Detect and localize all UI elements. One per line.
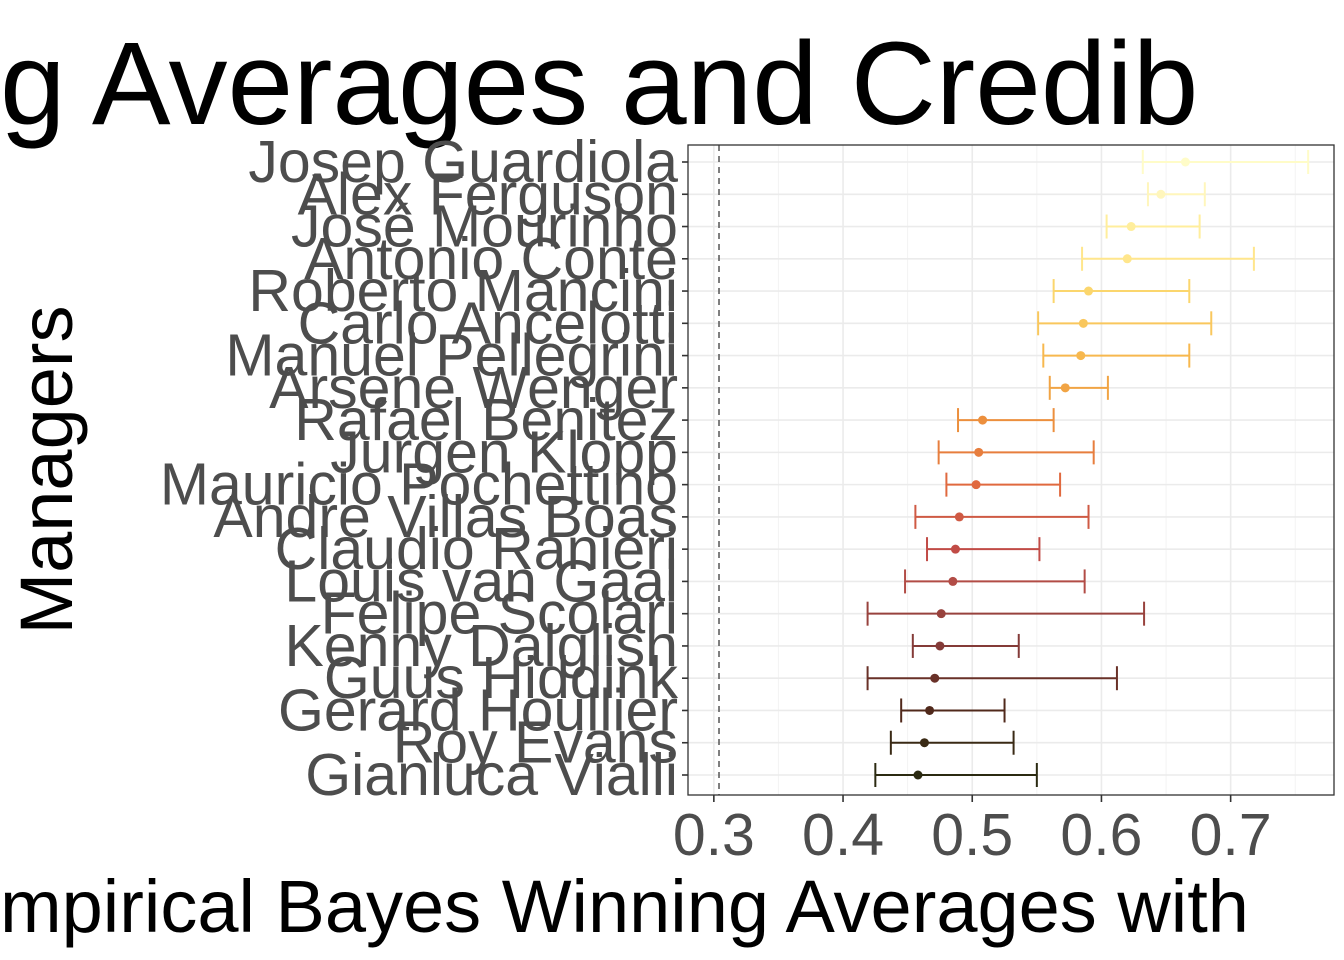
y-tick-label: Gerard Houllier (278, 677, 678, 743)
manager-interval (874, 763, 1038, 787)
manager-interval (937, 440, 1095, 465)
y-tick-label: José Mourinho (291, 194, 678, 260)
x-tick-label: 0.4 (802, 802, 884, 868)
estimate-point (925, 705, 935, 715)
estimate-point (971, 480, 981, 490)
estimate-point (1156, 189, 1166, 199)
y-tick-label: Carlo Ancelotti (298, 290, 678, 356)
y-tick-label: Kenny Dalglish (284, 613, 678, 679)
x-axis-ticks: 0.3 0.4 0.5 0.6 0.7 (673, 795, 1272, 868)
estimate-point (1180, 157, 1190, 167)
manager-interval (1105, 214, 1201, 239)
y-tick-label: Jurgen Klopp (330, 419, 678, 485)
estimate-point (948, 576, 958, 586)
y-tick-label: Arsene Wenger (269, 355, 678, 421)
y-tick-label: Andre Villas Boas (213, 484, 678, 550)
y-axis-title: Managers (5, 305, 88, 634)
estimate-point (930, 673, 940, 683)
estimate-point (935, 641, 945, 651)
estimate-point (1084, 286, 1094, 296)
estimate-point (954, 512, 964, 522)
manager-interval (1081, 246, 1255, 271)
manager-interval (1146, 182, 1206, 207)
manager-interval (889, 730, 1015, 755)
estimate-point (974, 447, 984, 457)
y-tick-label: Antonio Conte (304, 226, 678, 292)
manager-interval (1141, 150, 1310, 174)
y-tick-label: Guus Hiddink (324, 645, 679, 711)
manager-interval (914, 504, 1090, 529)
y-tick-label: Josep Guardiola (248, 129, 678, 195)
x-tick-label: 0.7 (1190, 802, 1272, 868)
x-tick-label: 0.6 (1060, 802, 1142, 868)
manager-interval (926, 537, 1041, 562)
estimate-point (1122, 254, 1132, 264)
estimate-point (1078, 318, 1088, 328)
chart-title: g Averages and Credib (0, 18, 1198, 150)
manager-interval (900, 698, 1006, 723)
manager-interval (945, 472, 1062, 497)
y-tick-label: Louis van Gaal (284, 548, 678, 614)
panel-border (687, 144, 1335, 796)
error-bars-layer (866, 150, 1310, 787)
x-tick-label: 0.3 (673, 802, 755, 868)
manager-interval (1048, 375, 1109, 400)
estimate-point (936, 609, 946, 619)
y-tick-label: Mauricio Pochettino (160, 452, 678, 518)
estimate-point (1060, 383, 1070, 393)
manager-interval (957, 408, 1055, 433)
y-tick-label: Roberto Mancini (248, 258, 678, 324)
panel-background (688, 145, 1334, 795)
manager-interval (1037, 311, 1213, 336)
estimate-point (950, 544, 960, 554)
manager-interval (1042, 343, 1191, 368)
plot-panel (687, 144, 1335, 796)
y-tick-label: Alex Ferguson (298, 161, 678, 227)
x-tick-label: 0.5 (931, 802, 1013, 868)
estimate-point (913, 770, 923, 780)
estimate-point (1126, 222, 1136, 232)
y-tick-label: Claudio Ranieri (275, 516, 678, 582)
y-tick-label: Felipe Scolari (321, 581, 678, 647)
manager-interval (911, 633, 1020, 658)
y-tick-label: Gianluca Vialli (305, 742, 678, 808)
manager-interval (1052, 279, 1191, 304)
y-tick-label: Manuel Pellegrini (225, 323, 678, 389)
estimate-point (1076, 351, 1086, 361)
manager-interval (866, 601, 1146, 626)
estimate-point (978, 415, 988, 425)
y-tick-label: Roy Evans (393, 710, 678, 776)
x-axis-title: mpirical Bayes Winning Averages with (0, 865, 1249, 948)
manager-interval (866, 666, 1118, 691)
estimate-point (919, 738, 929, 748)
manager-interval (904, 569, 1086, 594)
y-tick-label: Rafael Benitez (294, 387, 678, 453)
